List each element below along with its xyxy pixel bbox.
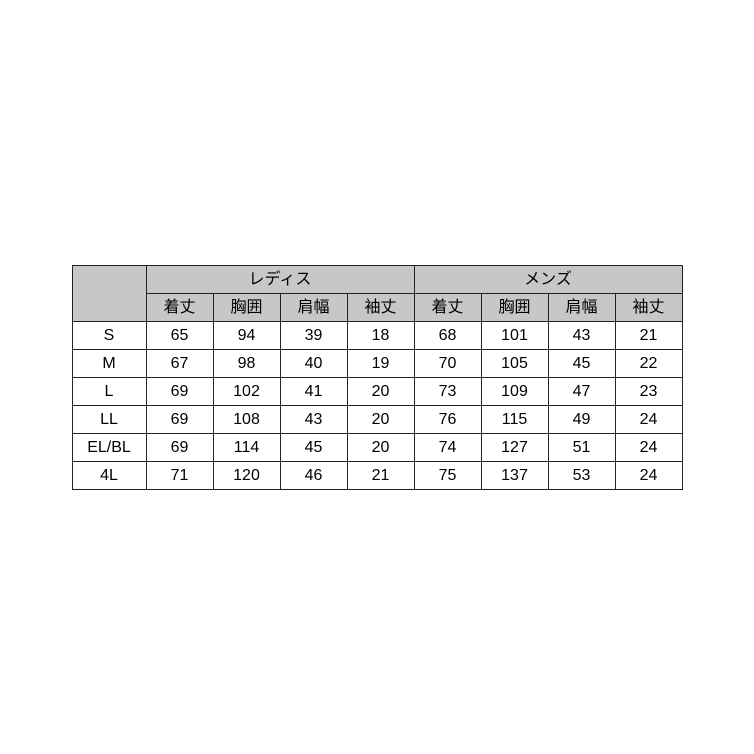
- value-cell: 51: [548, 433, 615, 461]
- table-body: S 65 94 39 18 68 101 43 21 M 67 98 40 19…: [72, 321, 682, 489]
- value-cell: 21: [347, 461, 414, 489]
- sub-header: 袖丈: [615, 293, 682, 321]
- value-cell: 137: [481, 461, 548, 489]
- sub-header: 着丈: [146, 293, 213, 321]
- value-cell: 20: [347, 405, 414, 433]
- size-cell: 4L: [72, 461, 146, 489]
- value-cell: 69: [146, 433, 213, 461]
- table-row: LL 69 108 43 20 76 115 49 24: [72, 405, 682, 433]
- size-cell: LL: [72, 405, 146, 433]
- value-cell: 24: [615, 461, 682, 489]
- sub-header: 胸囲: [213, 293, 280, 321]
- value-cell: 49: [548, 405, 615, 433]
- value-cell: 45: [280, 433, 347, 461]
- value-cell: 75: [414, 461, 481, 489]
- value-cell: 24: [615, 433, 682, 461]
- size-cell: S: [72, 321, 146, 349]
- sub-header: 袖丈: [347, 293, 414, 321]
- value-cell: 127: [481, 433, 548, 461]
- value-cell: 18: [347, 321, 414, 349]
- value-cell: 98: [213, 349, 280, 377]
- value-cell: 109: [481, 377, 548, 405]
- sub-header: 肩幅: [548, 293, 615, 321]
- value-cell: 24: [615, 405, 682, 433]
- value-cell: 53: [548, 461, 615, 489]
- sub-header: 肩幅: [280, 293, 347, 321]
- size-cell: L: [72, 377, 146, 405]
- value-cell: 115: [481, 405, 548, 433]
- value-cell: 45: [548, 349, 615, 377]
- value-cell: 20: [347, 377, 414, 405]
- value-cell: 22: [615, 349, 682, 377]
- value-cell: 65: [146, 321, 213, 349]
- value-cell: 19: [347, 349, 414, 377]
- value-cell: 105: [481, 349, 548, 377]
- value-cell: 70: [414, 349, 481, 377]
- value-cell: 43: [280, 405, 347, 433]
- value-cell: 114: [213, 433, 280, 461]
- size-cell: EL/BL: [72, 433, 146, 461]
- value-cell: 69: [146, 405, 213, 433]
- value-cell: 47: [548, 377, 615, 405]
- value-cell: 41: [280, 377, 347, 405]
- size-cell: M: [72, 349, 146, 377]
- value-cell: 102: [213, 377, 280, 405]
- value-cell: 40: [280, 349, 347, 377]
- value-cell: 108: [213, 405, 280, 433]
- value-cell: 68: [414, 321, 481, 349]
- table-row: EL/BL 69 114 45 20 74 127 51 24: [72, 433, 682, 461]
- size-chart-table: レディス メンズ 着丈 胸囲 肩幅 袖丈 着丈 胸囲 肩幅 袖丈 S 65 94…: [72, 265, 683, 490]
- table-row: S 65 94 39 18 68 101 43 21: [72, 321, 682, 349]
- corner-cell: [72, 265, 146, 321]
- value-cell: 43: [548, 321, 615, 349]
- value-cell: 23: [615, 377, 682, 405]
- value-cell: 101: [481, 321, 548, 349]
- value-cell: 20: [347, 433, 414, 461]
- table-row: 4L 71 120 46 21 75 137 53 24: [72, 461, 682, 489]
- table-row: M 67 98 40 19 70 105 45 22: [72, 349, 682, 377]
- table-row: L 69 102 41 20 73 109 47 23: [72, 377, 682, 405]
- value-cell: 21: [615, 321, 682, 349]
- sub-header: 胸囲: [481, 293, 548, 321]
- value-cell: 73: [414, 377, 481, 405]
- group-header-ladies: レディス: [146, 265, 414, 293]
- value-cell: 76: [414, 405, 481, 433]
- value-cell: 74: [414, 433, 481, 461]
- header-row-groups: レディス メンズ: [72, 265, 682, 293]
- group-header-mens: メンズ: [414, 265, 682, 293]
- header-row-measures: 着丈 胸囲 肩幅 袖丈 着丈 胸囲 肩幅 袖丈: [72, 293, 682, 321]
- sub-header: 着丈: [414, 293, 481, 321]
- value-cell: 120: [213, 461, 280, 489]
- value-cell: 46: [280, 461, 347, 489]
- value-cell: 39: [280, 321, 347, 349]
- value-cell: 71: [146, 461, 213, 489]
- value-cell: 94: [213, 321, 280, 349]
- value-cell: 67: [146, 349, 213, 377]
- value-cell: 69: [146, 377, 213, 405]
